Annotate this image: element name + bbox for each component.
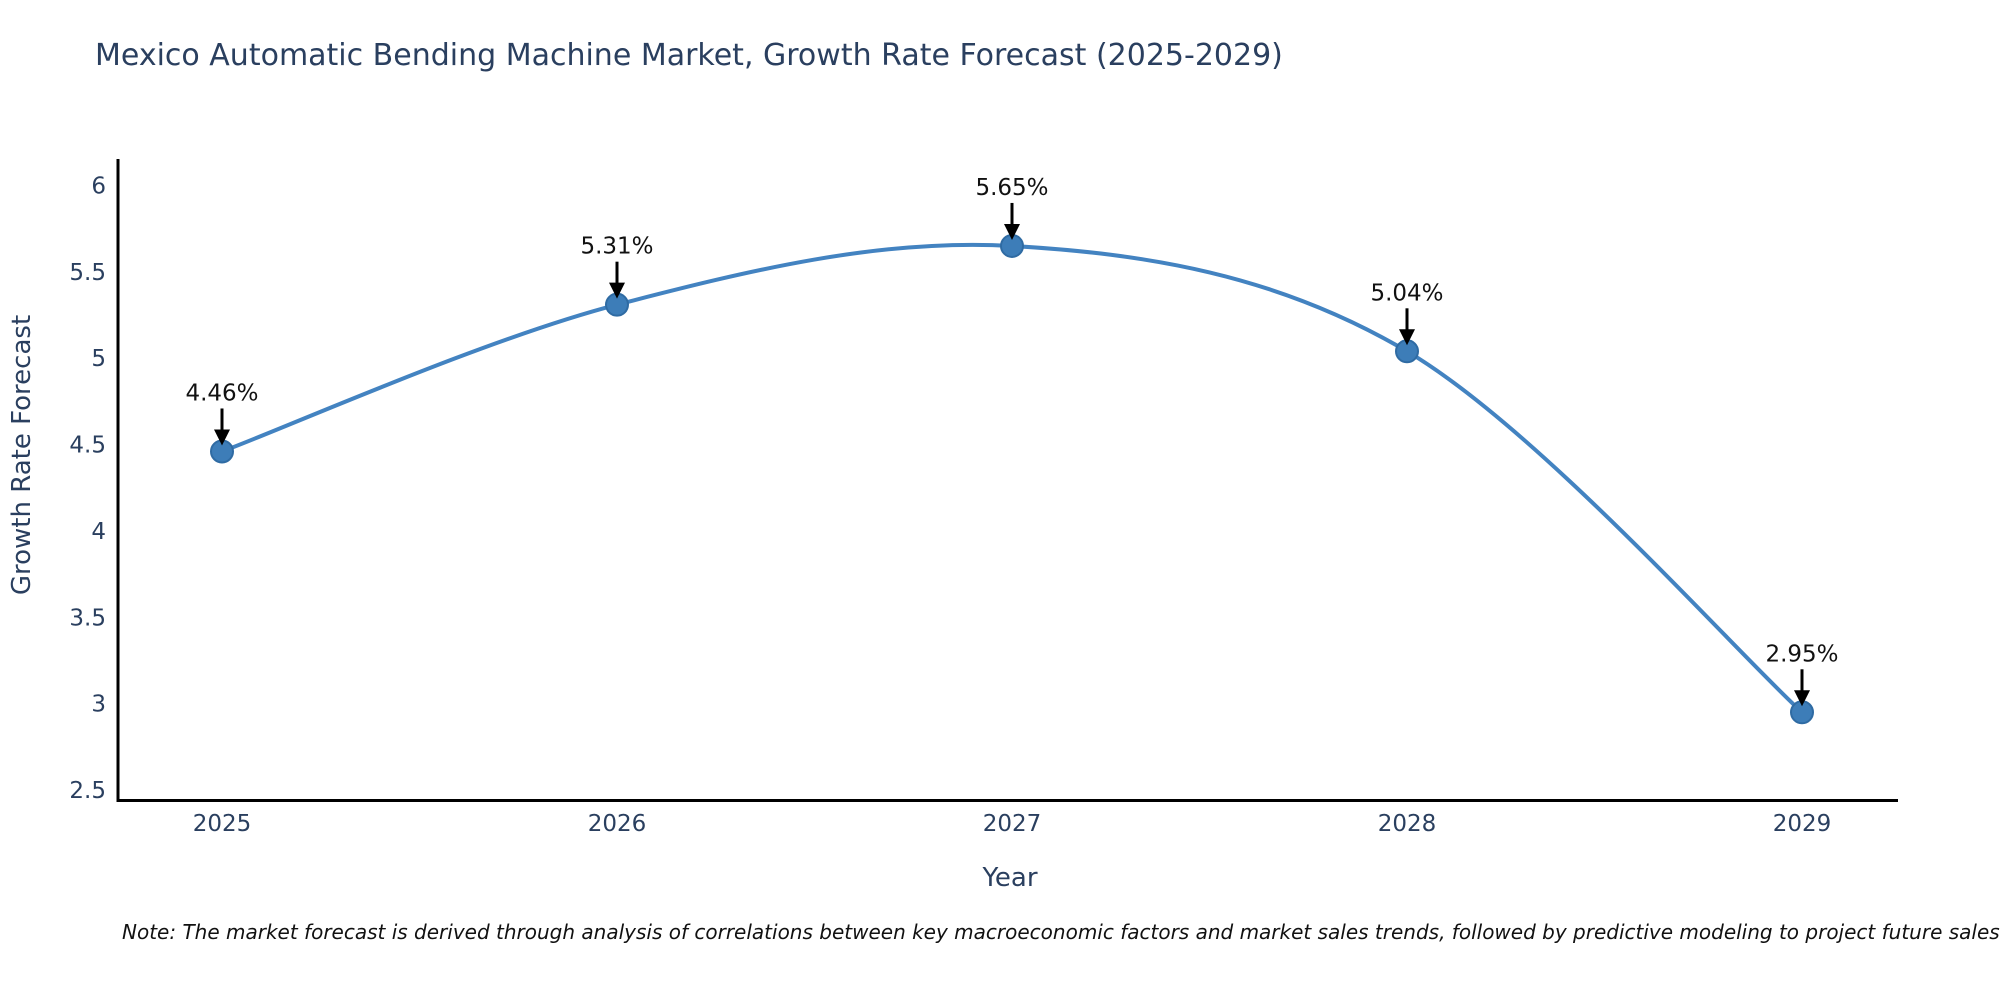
annotation-label: 5.31% <box>580 234 653 260</box>
annotation-label: 5.65% <box>975 175 1048 201</box>
y-tick-label: 6 <box>91 174 106 200</box>
annotation-arrowhead <box>1794 690 1810 707</box>
annotation-arrowhead <box>214 429 230 446</box>
x-tick-label: 2029 <box>1773 811 1832 837</box>
x-axis-title: Year <box>981 863 1037 893</box>
chart-footnote: Note: The market forecast is derived thr… <box>122 920 2000 944</box>
annotation-arrowhead <box>1004 223 1020 240</box>
annotation-label: 4.46% <box>185 380 258 406</box>
y-tick-label: 3.5 <box>69 605 106 631</box>
y-tick-label: 5 <box>91 346 106 372</box>
annotation-arrowhead <box>1399 329 1415 346</box>
y-tick-label: 3 <box>91 692 106 718</box>
x-tick-label: 2027 <box>983 811 1042 837</box>
y-tick-label: 4.5 <box>69 433 106 459</box>
y-tick-label: 5.5 <box>69 260 106 286</box>
x-tick-label: 2025 <box>193 811 252 837</box>
forecast-line <box>220 242 1804 715</box>
annotation-label: 5.04% <box>1370 280 1443 306</box>
x-tick-label: 2026 <box>588 811 647 837</box>
y-tick-label: 4 <box>91 519 106 545</box>
annotation-arrowhead <box>609 282 625 299</box>
annotation-label: 2.95% <box>1765 641 1838 667</box>
chart-title: Mexico Automatic Bending Machine Market,… <box>95 38 1283 73</box>
y-tick-label: 2.5 <box>69 778 106 804</box>
x-tick-label: 2028 <box>1378 811 1437 837</box>
y-axis-title: Growth Rate Forecast <box>7 315 37 595</box>
